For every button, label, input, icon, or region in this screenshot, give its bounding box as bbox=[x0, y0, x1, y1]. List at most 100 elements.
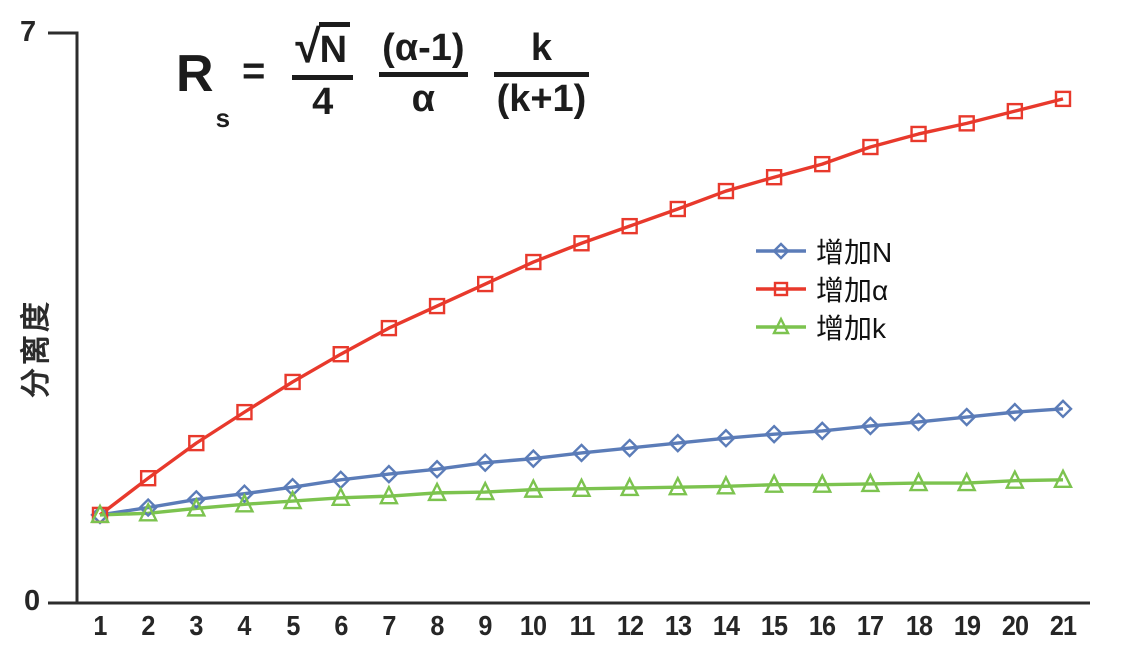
square-marker bbox=[717, 182, 735, 200]
triangle-marker bbox=[1053, 468, 1073, 489]
diamond-marker bbox=[619, 438, 640, 458]
diamond-marker bbox=[957, 407, 977, 427]
square-marker bbox=[525, 253, 542, 271]
triangle-marker bbox=[812, 473, 833, 493]
formula-fraction-n: √N 4 bbox=[292, 22, 354, 123]
series-line-triangle bbox=[99, 478, 1064, 517]
square-marker bbox=[188, 434, 205, 452]
diamond-marker bbox=[908, 412, 929, 432]
x-tick-label: 20 bbox=[1001, 610, 1029, 641]
x-tick-label: 9 bbox=[478, 610, 493, 641]
square-marker bbox=[284, 373, 301, 391]
triangle-marker bbox=[330, 486, 351, 506]
x-tick-label: 2 bbox=[141, 610, 156, 641]
triangle-marker bbox=[908, 471, 929, 492]
diamond-marker bbox=[379, 464, 399, 484]
square-marker bbox=[669, 200, 686, 218]
x-tick-label: 19 bbox=[953, 610, 981, 641]
square-marker bbox=[380, 319, 398, 337]
legend-marker-diamond bbox=[756, 242, 806, 260]
square-marker bbox=[765, 168, 783, 186]
x-tick-label: 1 bbox=[93, 610, 107, 641]
diamond-marker bbox=[475, 452, 495, 473]
formula-lhs: R bbox=[176, 45, 214, 104]
triangle-marker bbox=[378, 484, 399, 505]
x-tick-label: 11 bbox=[569, 610, 595, 641]
triangle-marker bbox=[772, 316, 790, 335]
series-line-square bbox=[98, 97, 1064, 517]
triangle-marker bbox=[956, 471, 977, 492]
diamond-marker bbox=[571, 443, 592, 463]
diamond-marker bbox=[772, 242, 790, 260]
x-tick-label: 5 bbox=[286, 610, 300, 641]
x-tick-label: 4 bbox=[237, 610, 252, 641]
triangle-marker bbox=[234, 492, 255, 513]
x-tick-label: 15 bbox=[760, 610, 788, 641]
x-tick-label: 12 bbox=[616, 610, 644, 641]
x-tick-label: 8 bbox=[430, 610, 444, 641]
fraction-bar bbox=[292, 74, 354, 80]
diamond-marker bbox=[812, 421, 832, 441]
formula-equals: = bbox=[242, 48, 266, 93]
triangle-marker bbox=[764, 473, 785, 493]
triangle-marker bbox=[523, 477, 544, 498]
x-axis-tick-labels: 1 2 3 4 5 6 7 8 9 10 11 12 13 14 15 16 17 18 19 20 21 bbox=[0, 610, 1125, 650]
square-marker bbox=[477, 275, 494, 293]
triangle-marker bbox=[282, 489, 303, 510]
legend-label: 增加N bbox=[816, 237, 893, 268]
triangle-marker bbox=[186, 496, 207, 517]
x-tick-label: 7 bbox=[382, 610, 396, 641]
resolution-formula: R s = √N 4 (α-1) α k (k+1) bbox=[176, 22, 602, 131]
series-line-diamond bbox=[99, 407, 1064, 517]
x-tick-label: 21 bbox=[1049, 610, 1077, 641]
square-marker bbox=[332, 346, 349, 363]
legend: 增加N 增加α 增加k bbox=[754, 232, 892, 346]
square-marker bbox=[573, 235, 590, 252]
legend-item: 增加k bbox=[754, 308, 892, 346]
y-axis-min-label: 0 bbox=[24, 585, 41, 617]
x-tick-label: 18 bbox=[905, 610, 932, 641]
formula-fraction-k: k (k+1) bbox=[493, 28, 590, 121]
square-marker bbox=[1054, 90, 1072, 108]
legend-item: 增加N bbox=[754, 232, 892, 270]
square-marker bbox=[958, 115, 975, 132]
diamond-marker bbox=[1053, 399, 1073, 419]
triangle-marker bbox=[571, 477, 592, 497]
square-marker bbox=[910, 125, 927, 143]
x-tick-label: 3 bbox=[189, 610, 204, 641]
diamond-marker bbox=[523, 448, 544, 469]
diamond-marker bbox=[860, 416, 881, 436]
legend-label: 增加k bbox=[816, 313, 887, 344]
formula-lhs-subscript: s bbox=[215, 102, 231, 133]
diamond-marker bbox=[716, 428, 736, 448]
square-marker bbox=[236, 403, 253, 421]
x-tick-label: 13 bbox=[664, 610, 692, 641]
square-marker bbox=[814, 155, 831, 173]
triangle-marker bbox=[138, 501, 159, 522]
y-axis-title: 分离度 bbox=[20, 299, 53, 398]
formula-fraction-alpha: (α-1) α bbox=[379, 28, 468, 121]
radical-sign: √ bbox=[295, 20, 321, 72]
fraction-bar bbox=[379, 72, 468, 78]
fraction-bar bbox=[493, 72, 590, 78]
y-axis-max-label: 7 bbox=[20, 16, 36, 48]
diamond-marker bbox=[186, 489, 206, 510]
x-tick-label: 6 bbox=[334, 610, 348, 641]
y-axis-line bbox=[48, 31, 79, 603]
diamond-marker bbox=[282, 477, 303, 497]
legend-label: 增加α bbox=[816, 275, 889, 306]
x-tick-label: 14 bbox=[712, 610, 740, 641]
diamond-marker bbox=[427, 459, 447, 479]
square-marker bbox=[428, 297, 446, 315]
diamond-marker bbox=[764, 424, 784, 444]
diamond-marker bbox=[1005, 402, 1025, 422]
diamond-marker bbox=[668, 433, 688, 453]
x-tick-label: 10 bbox=[520, 610, 547, 641]
x-tick-label: 17 bbox=[857, 610, 884, 641]
square-marker bbox=[862, 138, 879, 156]
square-marker bbox=[1006, 102, 1024, 120]
triangle-marker bbox=[667, 475, 688, 496]
legend-marker-square bbox=[756, 281, 806, 297]
